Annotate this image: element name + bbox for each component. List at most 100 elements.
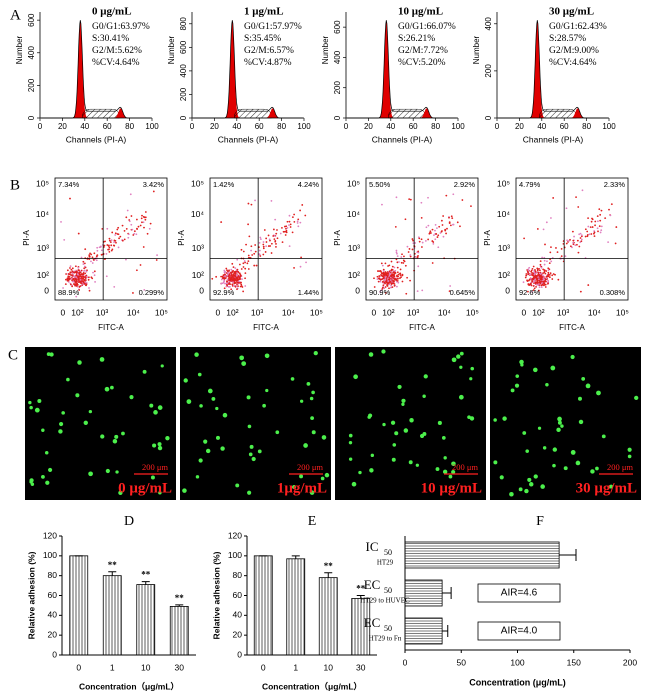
scale-label: 200 μm [607, 462, 633, 472]
cell-cycle-stat: G0/G1:63.97% [92, 22, 150, 32]
cell-dot [288, 214, 291, 217]
cell-dot [609, 214, 612, 217]
cell-dot [94, 281, 96, 283]
cell-dot [258, 249, 261, 252]
cell-dot [143, 226, 145, 229]
cell-dot [79, 278, 82, 281]
cell-dot [541, 284, 543, 287]
cell [77, 360, 82, 365]
cell-dot [300, 256, 303, 259]
y-tick-label: 60 [233, 590, 243, 600]
cell-dot [285, 227, 287, 230]
cell-dot [586, 234, 589, 236]
cell-dot [304, 214, 307, 217]
annotation: AIR=4.6 [501, 588, 538, 599]
y-tick-label: 40 [233, 610, 243, 620]
y-tick-label: 600 [179, 40, 188, 54]
cell-dot [596, 227, 599, 230]
quadrant-percent: 92.6% [519, 288, 541, 297]
cell [370, 453, 375, 458]
cell-dot [389, 279, 392, 281]
cell-dot [542, 228, 545, 231]
fluorescence-image [180, 347, 331, 500]
quadrant-percent: 4.24% [298, 180, 320, 189]
cell-dot [555, 247, 557, 249]
cell-dot [82, 260, 85, 263]
g1-peak [223, 20, 242, 118]
cell [348, 440, 353, 445]
cell-dot [93, 270, 96, 273]
cell-dot [448, 290, 451, 293]
cell [542, 446, 547, 450]
cell-dot [71, 270, 74, 273]
cell [45, 480, 50, 485]
cell [251, 456, 256, 462]
cell-dot [424, 240, 427, 242]
cell-dot [144, 211, 147, 213]
cell-dot [569, 245, 572, 248]
cell [527, 477, 532, 482]
cell-dot [402, 262, 405, 264]
cell-dot [554, 273, 556, 276]
cell-dot [538, 267, 540, 270]
cell [300, 399, 304, 403]
cell-dot [389, 273, 392, 275]
cell-dot [395, 278, 398, 281]
cell-dot [110, 244, 113, 247]
cell-dot [139, 264, 142, 266]
cell [88, 409, 93, 414]
cell-dot [276, 237, 279, 240]
cell-dot [80, 256, 83, 259]
cell-cycle-stat: G2/M:9.00% [549, 46, 599, 56]
cell-dot [238, 272, 241, 275]
cell-cycle-stat: S:35.45% [244, 34, 281, 44]
cell-dot [243, 260, 246, 262]
cell-dot [379, 291, 381, 293]
cell-dot [133, 230, 136, 233]
cell-dot [538, 283, 540, 285]
cell-dot [539, 269, 541, 272]
cell-dot [305, 261, 307, 264]
cell [110, 385, 114, 390]
cell-dot [108, 248, 110, 251]
cell-dot [378, 278, 381, 280]
quadrant-percent: 92.9% [213, 288, 235, 297]
cell-dot [236, 277, 238, 280]
cell-dot [250, 203, 253, 206]
cell-dot [149, 222, 152, 225]
x-tick-label: 0 [344, 122, 349, 131]
cell-dot [113, 285, 116, 288]
cell-dot [86, 269, 88, 272]
cell [518, 487, 523, 492]
cell-dot [545, 270, 548, 272]
cell-dot [98, 246, 101, 249]
significance: ** [356, 584, 366, 594]
cell-dot [247, 254, 250, 257]
cell-dot [541, 274, 544, 277]
cell-dot [579, 237, 582, 239]
cell-dot [417, 236, 420, 239]
x-tick-label: 10⁴ [282, 307, 295, 317]
cell [515, 374, 520, 378]
cell [545, 383, 549, 387]
cell-dot [395, 196, 398, 199]
cell-dot [446, 227, 448, 230]
cell-dot [378, 270, 381, 273]
cell-dot [421, 289, 424, 292]
cell-dot [427, 196, 429, 199]
x-tick-label: 40 [80, 122, 89, 131]
panel-title: 1 μg/mL [244, 6, 284, 18]
cell-dot [75, 274, 77, 277]
x-tick-label: 80 [582, 122, 591, 131]
cell [590, 469, 595, 474]
cell-dot [377, 270, 379, 272]
x-tick-label: 40 [232, 122, 241, 131]
cell-dot [244, 285, 247, 287]
cell-dot [421, 246, 423, 248]
cell-dot [240, 285, 243, 287]
cell-dot [590, 220, 593, 223]
cell-dot [540, 278, 543, 281]
cell-dot [237, 275, 240, 278]
cell [306, 381, 311, 386]
cell-dot [272, 228, 275, 231]
